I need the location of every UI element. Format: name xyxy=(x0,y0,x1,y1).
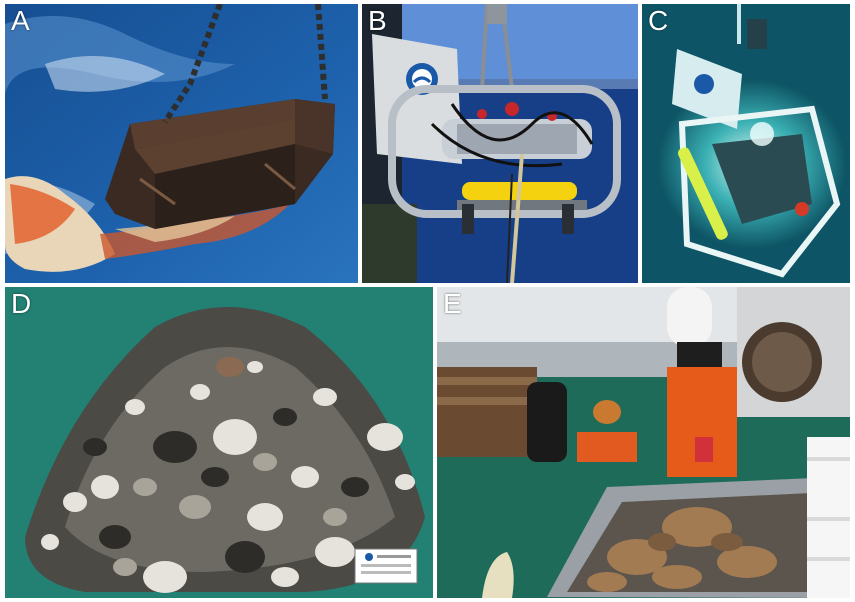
panel-c: C xyxy=(642,4,850,283)
panel-b: B xyxy=(362,4,638,283)
panel-label-b: B xyxy=(368,5,387,36)
sieving-on-deck-photo xyxy=(437,287,850,598)
panel-a: A xyxy=(5,4,358,283)
rov-on-deck-photo xyxy=(362,4,638,283)
panel-label-a: A xyxy=(11,5,30,36)
rock-sample-pile-photo xyxy=(5,287,433,598)
panel-e: E xyxy=(437,287,850,598)
panel-label-c: C xyxy=(648,5,669,36)
panel-d: D xyxy=(5,287,433,598)
panel-label-e: E xyxy=(443,288,462,319)
panel-label-d: D xyxy=(11,288,32,319)
rov-underwater-photo xyxy=(642,4,850,283)
dredge-photo xyxy=(5,4,358,283)
